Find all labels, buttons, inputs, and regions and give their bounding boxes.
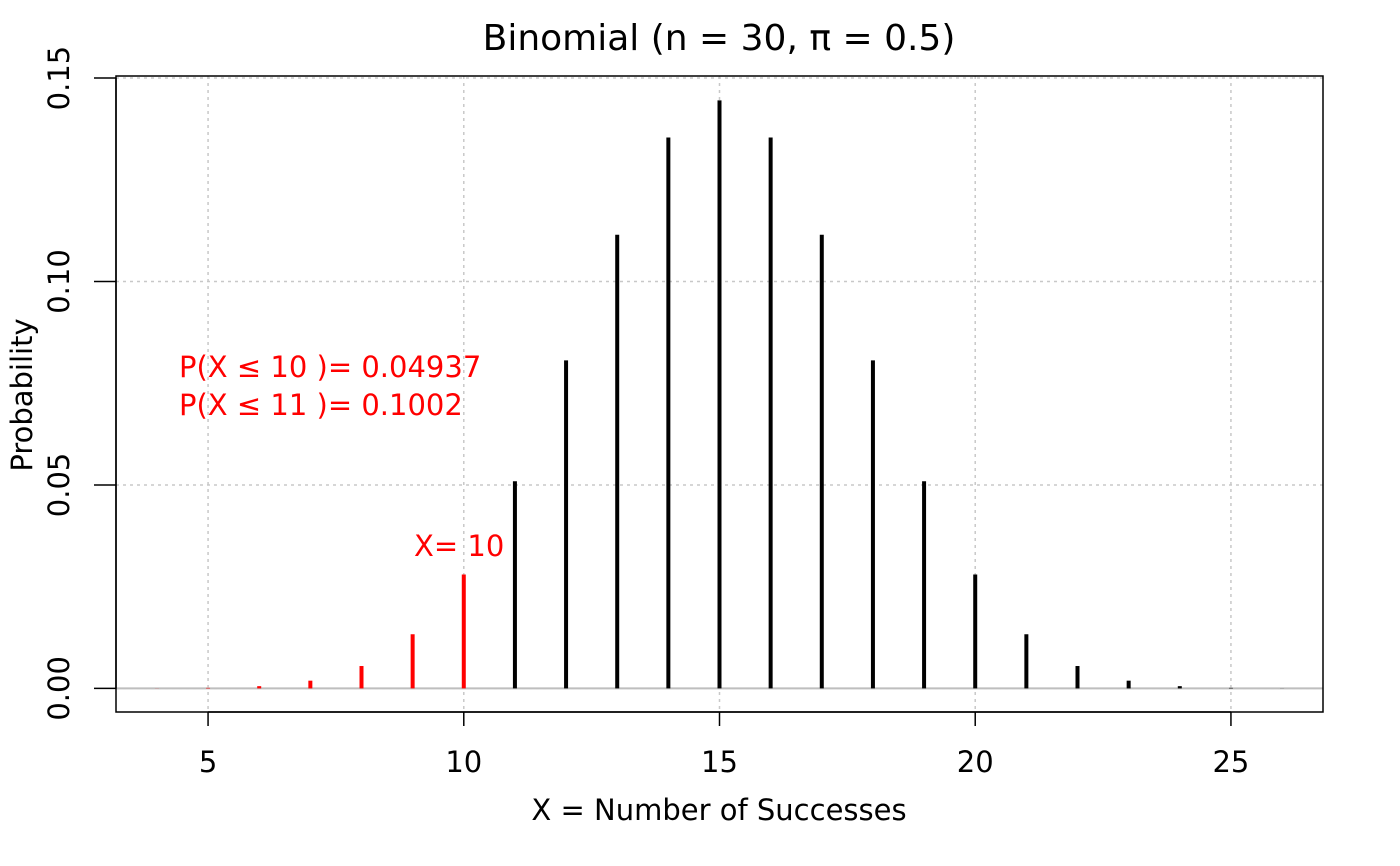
y-tick-label: 0.00 bbox=[42, 656, 76, 721]
x-axis-label: X = Number of Successes bbox=[531, 793, 906, 827]
y-axis-label: Probability bbox=[5, 318, 39, 471]
x-tick-label: 20 bbox=[957, 745, 994, 779]
cdf-annotation-1: P(X ≤ 10 )= 0.04937 bbox=[179, 350, 481, 384]
x-tick-label: 5 bbox=[199, 745, 217, 779]
x-tick-label: 15 bbox=[701, 745, 738, 779]
y-axis: 0.00 0.05 0.10 0.15 bbox=[42, 46, 117, 721]
probability-bars bbox=[154, 100, 1285, 689]
y-tick-label: 0.10 bbox=[42, 249, 76, 314]
chart-title: Binomial (n = 30, π = 0.5) bbox=[483, 18, 956, 59]
y-tick-label: 0.15 bbox=[42, 46, 76, 111]
x-tick-label: 25 bbox=[1212, 745, 1249, 779]
x-marker-annotation: X= 10 bbox=[414, 529, 504, 563]
x-tick-label: 10 bbox=[445, 745, 482, 779]
x-axis: 5 10 15 20 25 bbox=[199, 711, 1249, 779]
cdf-annotation-2: P(X ≤ 11 )= 0.1002 bbox=[179, 388, 463, 422]
y-tick-label: 0.05 bbox=[42, 453, 76, 518]
